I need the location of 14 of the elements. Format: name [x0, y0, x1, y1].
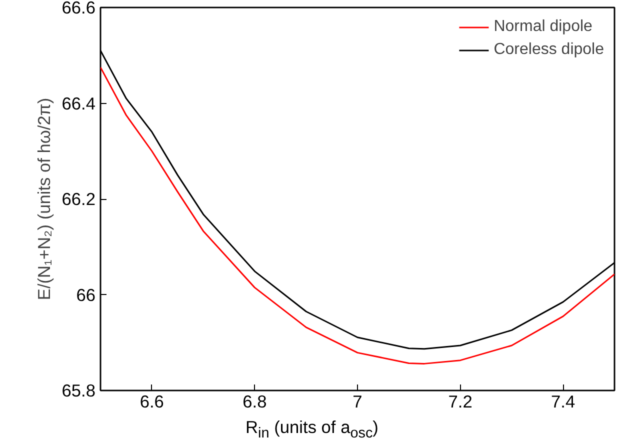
- x-tick-label: 6.6: [140, 392, 164, 412]
- legend-label: Coreless dipole: [494, 41, 604, 59]
- y-axis-title: E/(N₁+N₂) (units of hω/2π): [34, 98, 54, 300]
- y-tick-label: 66.4: [62, 93, 96, 114]
- legend-label: Normal dipole: [494, 18, 592, 36]
- x-tick-label: 6.8: [242, 392, 267, 412]
- x-tick-label: 7: [352, 392, 362, 412]
- y-tick-label: 66.2: [62, 189, 96, 209]
- y-tick-label: 66.6: [62, 0, 96, 18]
- x-tick-label: 7.2: [448, 392, 472, 412]
- y-tick-label: 65.8: [62, 380, 96, 400]
- x-axis-title: R$_{in}$ (units of a$_{osc}$): [244, 416, 380, 444]
- y-tick-label: 66: [76, 284, 96, 305]
- x-tick-label: 7.4: [551, 392, 576, 412]
